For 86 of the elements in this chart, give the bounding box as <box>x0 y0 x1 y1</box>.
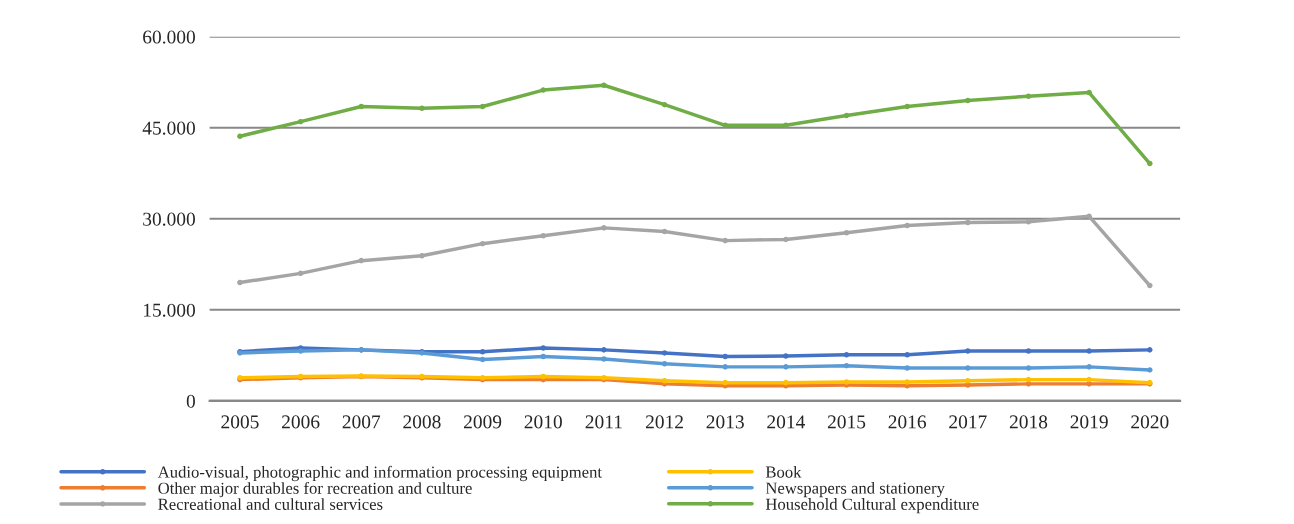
x-tick-label: 2007 <box>342 415 381 429</box>
y-tick-label: 60.000 <box>143 30 195 44</box>
point <box>1086 89 1092 96</box>
point <box>965 378 971 384</box>
point <box>783 364 789 370</box>
point <box>1086 381 1092 387</box>
point <box>1147 282 1153 289</box>
point <box>1086 348 1092 354</box>
point <box>783 353 789 359</box>
point <box>358 257 365 264</box>
point <box>297 118 304 125</box>
y-tick-label: 30.000 <box>143 212 195 226</box>
point <box>601 225 607 231</box>
y-tick-label: 45.000 <box>142 121 195 135</box>
point <box>965 97 971 104</box>
legend-label: Recreational and cultural services <box>158 498 383 510</box>
x-tick-label: 2020 <box>1131 415 1169 429</box>
point <box>965 219 971 226</box>
x-tick-label: 2005 <box>221 415 259 429</box>
legend-label: Audio-visual, photographic and information processing equipment <box>157 465 602 482</box>
point <box>965 365 971 371</box>
point <box>965 348 971 354</box>
point <box>479 348 486 355</box>
point <box>479 356 486 363</box>
point <box>1147 160 1153 167</box>
point <box>601 356 607 362</box>
legend-label: Newspapers and stationery <box>765 482 945 498</box>
point <box>722 353 728 360</box>
point <box>419 105 425 112</box>
point <box>904 103 910 110</box>
point <box>1025 348 1032 354</box>
x-tick-label: 2017 <box>949 415 987 429</box>
point <box>904 222 910 229</box>
point <box>601 347 607 353</box>
point <box>904 351 910 358</box>
x-tick-label: 2006 <box>282 415 320 429</box>
legend-label: Book <box>765 465 802 478</box>
point <box>904 365 910 371</box>
y-tick-label: 0 <box>186 394 195 408</box>
point <box>783 236 789 243</box>
point <box>479 240 486 247</box>
point <box>722 364 728 370</box>
legend-label: Other major durables for recreation and culture <box>158 481 472 498</box>
point <box>1086 213 1092 220</box>
point <box>722 122 728 129</box>
x-tick-label: 2013 <box>706 415 744 429</box>
point <box>904 379 910 385</box>
x-tick-label: 2014 <box>767 415 805 429</box>
x-tick-label: 2019 <box>1070 415 1108 429</box>
x-tick-label: 2012 <box>645 415 683 429</box>
point <box>1086 376 1092 383</box>
x-tick-label: 2016 <box>888 415 927 429</box>
x-tick-label: 2018 <box>1009 415 1048 429</box>
point <box>479 103 486 110</box>
point <box>1147 367 1153 373</box>
point <box>783 122 789 129</box>
point <box>722 237 728 244</box>
point <box>843 229 850 236</box>
point <box>419 253 425 259</box>
point <box>1025 365 1032 371</box>
point <box>540 232 547 239</box>
point <box>540 353 547 360</box>
point <box>601 82 607 89</box>
point <box>540 345 547 351</box>
point <box>358 103 365 110</box>
point <box>237 133 243 139</box>
point <box>661 361 668 367</box>
point <box>843 362 850 369</box>
point <box>540 87 547 93</box>
x-tick-label: 2008 <box>403 415 441 429</box>
legend-label: Household Cultural expenditure <box>765 498 979 514</box>
point <box>1025 376 1032 383</box>
point <box>843 351 850 358</box>
point <box>1025 219 1032 225</box>
point <box>297 270 304 277</box>
point <box>1086 364 1092 370</box>
y-tick-label: 15.000 <box>143 303 195 317</box>
x-tick-label: 2015 <box>827 415 866 429</box>
x-tick-label: 2011 <box>585 415 622 429</box>
point <box>1025 93 1032 99</box>
point <box>237 279 243 286</box>
x-tick-label: 2010 <box>524 415 562 429</box>
point <box>1147 347 1153 353</box>
point <box>661 350 668 356</box>
point <box>661 101 668 108</box>
x-tick-label: 2009 <box>463 415 502 429</box>
